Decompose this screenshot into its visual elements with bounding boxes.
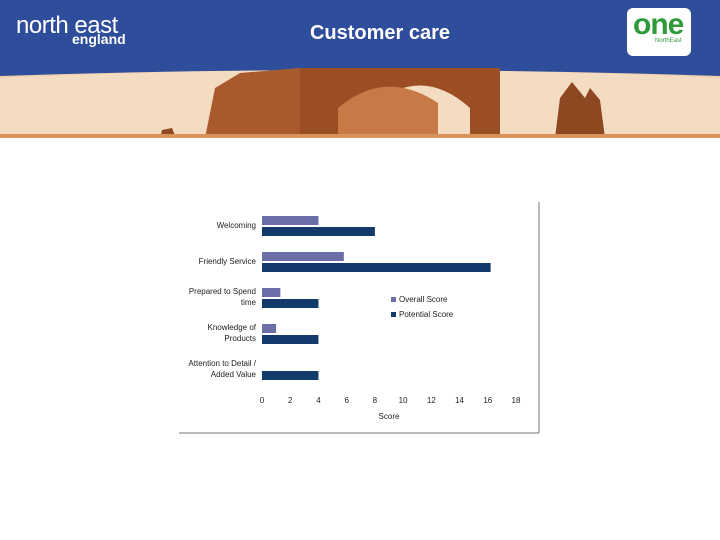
logo-right-main: one — [633, 8, 684, 41]
bar-chart-svg: Welcoming Friendly Service Prepared to Spe… — [179, 202, 540, 434]
x-tick-label: 0 — [260, 396, 265, 405]
category-label: Friendly Service — [199, 257, 257, 266]
x-tick-label: 12 — [427, 396, 436, 405]
logo-left-line2: england — [72, 31, 126, 47]
bar-overall — [262, 324, 277, 333]
customer-care-chart: Welcoming Friendly Service Prepared to Spe… — [178, 200, 542, 436]
north-east-england-logo: north east england — [16, 12, 126, 47]
bar-overall — [262, 252, 344, 261]
x-axis-title: Score — [379, 412, 400, 421]
header-bar: north east england Customer care one Nor… — [0, 0, 720, 68]
ruins-illustration — [0, 68, 720, 138]
category-label: Welcoming — [217, 221, 256, 230]
category-label: Knowledge of Products — [208, 323, 257, 343]
x-tick-label: 16 — [483, 396, 492, 405]
bar-overall — [262, 216, 319, 225]
x-tick-label: 6 — [344, 396, 349, 405]
legend-label: Potential Score — [399, 310, 454, 319]
x-tick-label: 18 — [512, 396, 521, 405]
x-tick-label: 4 — [316, 396, 321, 405]
bar-potential — [262, 371, 319, 380]
x-tick-label: 14 — [455, 396, 464, 405]
logo-right-sub: NorthEast — [655, 38, 682, 44]
ruin-tower — [555, 82, 605, 138]
bar-potential — [262, 227, 375, 236]
ruin-wall-left — [205, 68, 300, 138]
category-label: Attention to Detail / Added Value — [188, 359, 256, 379]
banner-curve — [0, 68, 720, 76]
legend-swatch — [391, 312, 396, 317]
legend-label: Overall Score — [399, 295, 448, 304]
one-northeast-logo: one NorthEast — [627, 8, 691, 56]
x-tick-label: 2 — [288, 396, 293, 405]
bar-potential — [262, 335, 319, 344]
ruin-arch-inner — [338, 86, 438, 138]
legend-swatch — [391, 297, 396, 302]
x-tick-label: 10 — [399, 396, 408, 405]
banner-ground — [0, 134, 720, 138]
bar-overall — [262, 288, 281, 297]
logo-left-line1: north east — [16, 12, 118, 39]
bar-potential — [262, 263, 491, 272]
ruins-banner-image — [0, 68, 720, 138]
bar-potential — [262, 299, 319, 308]
x-tick-label: 8 — [373, 396, 378, 405]
slide-title: Customer care — [309, 22, 451, 44]
category-label: Prepared to Spend time — [189, 287, 257, 307]
